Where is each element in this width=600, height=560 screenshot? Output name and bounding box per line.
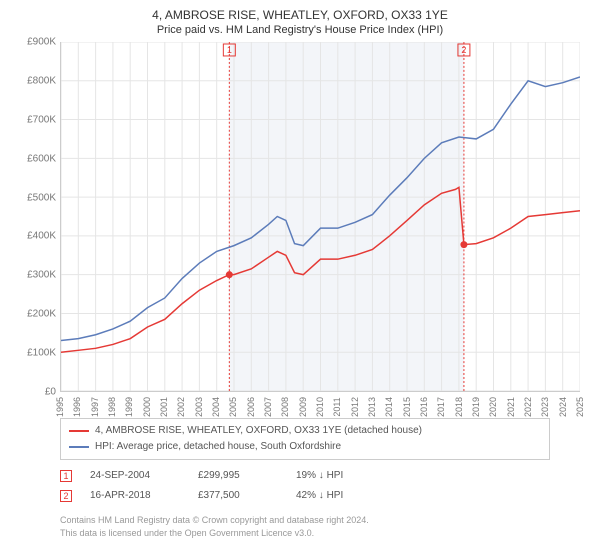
legend-swatch [69,430,89,432]
footer-attribution: Contains HM Land Registry data © Crown c… [60,514,590,540]
x-tick-label: 2013 [367,397,377,417]
x-tick-label: 2019 [471,397,481,417]
transaction-diff: 19% ↓ HPI [296,466,376,486]
title-subtitle: Price paid vs. HM Land Registry's House … [10,24,590,36]
x-tick-label: 2015 [402,397,412,417]
x-tick-label: 2009 [298,397,308,417]
x-tick-label: 2008 [280,397,290,417]
x-axis-labels: 1995199619971998199920002001200220032004… [60,392,580,412]
x-tick-label: 2014 [384,397,394,417]
y-tick-label: £800K [27,75,56,86]
y-tick-label: £700K [27,114,56,125]
x-tick-label: 2021 [506,397,516,417]
footer-line2: This data is licensed under the Open Gov… [60,527,590,540]
transaction-row: 2 16-APR-2018 £377,500 42% ↓ HPI [60,486,550,506]
transaction-table: 1 24-SEP-2004 £299,995 19% ↓ HPI 2 16-AP… [60,466,550,506]
x-tick-label: 1998 [107,397,117,417]
x-tick-label: 2004 [211,397,221,417]
x-tick-label: 2011 [332,397,342,416]
x-tick-label: 2017 [436,397,446,417]
transaction-diff: 42% ↓ HPI [296,486,376,506]
x-tick-label: 2001 [159,397,169,417]
x-tick-label: 2012 [350,397,360,417]
y-tick-label: £200K [27,309,56,320]
legend-text: HPI: Average price, detached house, Sout… [95,439,341,455]
footer-line1: Contains HM Land Registry data © Crown c… [60,514,590,527]
svg-text:1: 1 [227,45,232,55]
transaction-marker-icon: 2 [60,490,72,502]
transaction-marker-icon: 1 [60,470,72,482]
legend-box: 4, AMBROSE RISE, WHEATLEY, OXFORD, OX33 … [60,418,550,460]
y-tick-label: £100K [27,348,56,359]
legend-text: 4, AMBROSE RISE, WHEATLEY, OXFORD, OX33 … [95,423,422,439]
y-tick-label: £300K [27,270,56,281]
y-tick-label: £900K [27,37,56,48]
x-tick-label: 2025 [575,397,585,417]
chart-area: £0 £100K £200K £300K £400K £500K £600K £700K £80… [20,42,580,412]
x-tick-label: 2000 [142,397,152,417]
svg-text:2: 2 [461,45,466,55]
transaction-price: £299,995 [198,466,278,486]
y-tick-label: £400K [27,231,56,242]
x-tick-label: 2023 [540,397,550,417]
x-tick-label: 2018 [454,397,464,417]
y-axis-labels: £0 £100K £200K £300K £400K £500K £600K £700K £80… [20,42,60,412]
y-tick-label: £0 [45,387,56,398]
x-tick-label: 2007 [263,397,273,417]
x-tick-label: 1999 [124,397,134,417]
x-tick-label: 2002 [176,397,186,417]
x-tick-label: 2020 [488,397,498,417]
legend-item: HPI: Average price, detached house, Sout… [69,439,541,455]
y-tick-label: £600K [27,153,56,164]
transaction-date: 16-APR-2018 [90,486,180,506]
transaction-date: 24-SEP-2004 [90,466,180,486]
plot-region: 12 [60,42,580,392]
x-tick-label: 2010 [315,397,325,417]
transaction-row: 1 24-SEP-2004 £299,995 19% ↓ HPI [60,466,550,486]
chart-container: 4, AMBROSE RISE, WHEATLEY, OXFORD, OX33 … [0,0,600,560]
x-tick-label: 2022 [523,397,533,417]
x-tick-label: 2006 [246,397,256,417]
chart-titles: 4, AMBROSE RISE, WHEATLEY, OXFORD, OX33 … [10,8,590,36]
x-tick-label: 2003 [194,397,204,417]
title-address: 4, AMBROSE RISE, WHEATLEY, OXFORD, OX33 … [10,8,590,22]
x-tick-label: 1995 [55,397,65,417]
y-tick-label: £500K [27,192,56,203]
x-tick-label: 1996 [72,397,82,417]
legend-item: 4, AMBROSE RISE, WHEATLEY, OXFORD, OX33 … [69,423,541,439]
x-tick-label: 2005 [228,397,238,417]
chart-svg: 12 [61,42,580,391]
x-tick-label: 2016 [419,397,429,417]
transaction-price: £377,500 [198,486,278,506]
x-tick-label: 2024 [558,397,568,417]
x-tick-label: 1997 [90,397,100,417]
legend-swatch [69,446,89,448]
